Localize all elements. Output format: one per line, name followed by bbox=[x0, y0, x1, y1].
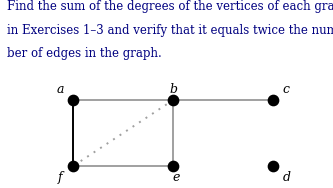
Text: ber of edges in the graph.: ber of edges in the graph. bbox=[7, 47, 162, 60]
Text: c: c bbox=[283, 83, 290, 96]
Point bbox=[71, 164, 76, 168]
Point bbox=[170, 99, 176, 102]
Text: in Exercises 1–3 and verify that it equals twice the num-: in Exercises 1–3 and verify that it equa… bbox=[7, 24, 333, 37]
Text: Find the sum of the degrees of the vertices of each graph: Find the sum of the degrees of the verti… bbox=[7, 0, 333, 13]
Text: f: f bbox=[58, 171, 62, 183]
Text: d: d bbox=[282, 171, 290, 183]
Point bbox=[270, 99, 276, 102]
Point bbox=[170, 164, 176, 168]
Text: a: a bbox=[56, 83, 64, 96]
Point bbox=[270, 164, 276, 168]
Text: e: e bbox=[173, 171, 180, 183]
Text: b: b bbox=[169, 83, 177, 96]
Point bbox=[71, 99, 76, 102]
